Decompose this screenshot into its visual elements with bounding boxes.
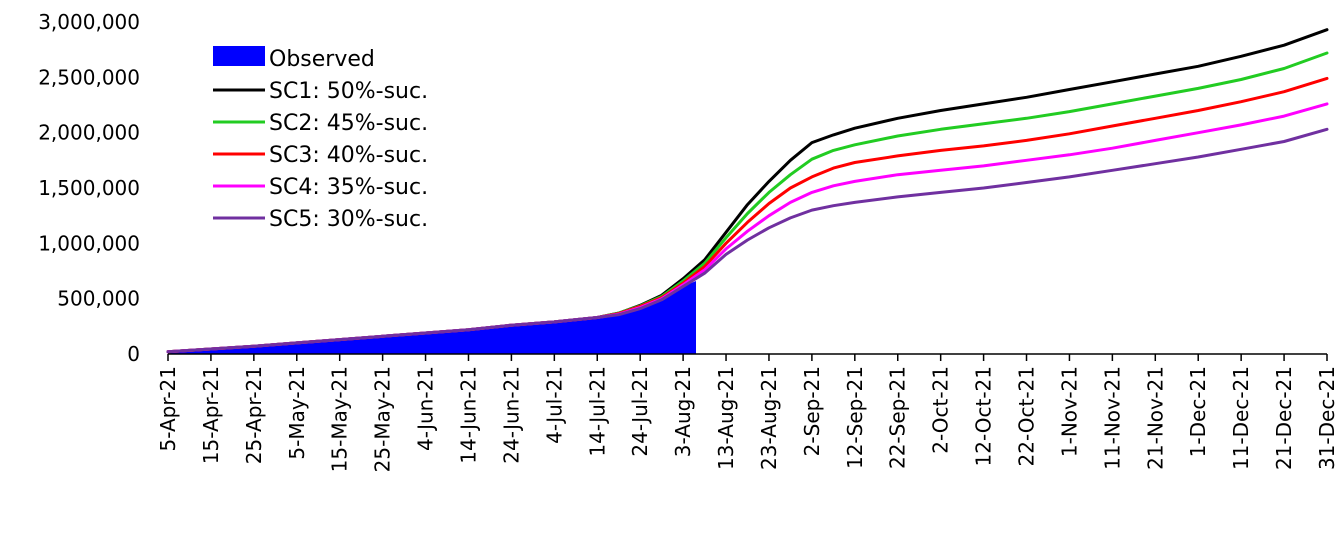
x-tick-label: 15-Apr-21 (199, 366, 223, 464)
y-tick-label: 1,000,000 (38, 231, 140, 255)
x-tick-label: 25-Apr-21 (242, 366, 266, 464)
x-tick-label: 2-Sep-21 (800, 366, 824, 456)
y-tick-label: 1,500,000 (38, 176, 140, 200)
x-tick-label: 14-Jul-21 (585, 366, 609, 457)
x-tick-label: 1-Nov-21 (1057, 366, 1081, 457)
x-tick-label: 22-Sep-21 (886, 366, 910, 469)
x-tick-label: 13-Aug-21 (714, 366, 738, 470)
x-tick-label: 11-Nov-21 (1100, 366, 1124, 470)
axes-layer: 0 500,000 1,000,000 1,500,000 2,000,000 2,500… (38, 10, 1337, 472)
x-tick-label: 21-Nov-21 (1143, 366, 1167, 470)
x-tick-label: 23-Aug-21 (757, 366, 781, 470)
x-tick-label: 14-Jun-21 (457, 366, 481, 464)
y-tick-label: 3,000,000 (38, 10, 140, 34)
y-tick-label: 500,000 (57, 287, 140, 311)
legend-label: SC1: 50%-suc. (269, 79, 428, 104)
legend-label: SC3: 40%-suc. (269, 143, 428, 168)
x-tick-label: 4-Jul-21 (542, 366, 566, 444)
x-tick-label: 12-Sep-21 (843, 366, 867, 469)
x-tick-label: 11-Dec-21 (1229, 366, 1253, 470)
legend-swatch-observed (213, 46, 265, 66)
x-tick-label: 5-Apr-21 (156, 366, 180, 452)
x-tick-label: 2-Oct-21 (929, 366, 953, 454)
y-tick-label: 0 (127, 342, 140, 366)
x-tick-label: 12-Oct-21 (972, 366, 996, 466)
x-tick-label: 3-Aug-21 (671, 366, 695, 457)
x-tick-label: 5-May-21 (285, 366, 309, 460)
legend: Observed SC1: 50%-suc. SC2: 45%-suc. SC3: 4… (213, 46, 428, 232)
x-tick-label: 21-Dec-21 (1272, 366, 1296, 470)
x-tick-label: 22-Oct-21 (1015, 366, 1039, 466)
legend-label: Observed (269, 47, 375, 72)
x-tick-label: 31-Dec-21 (1315, 366, 1337, 470)
observed-area (168, 281, 696, 354)
x-tick-label: 24-Jul-21 (628, 366, 652, 457)
legend-label: SC5: 30%-suc. (269, 207, 428, 232)
legend-label: SC4: 35%-suc. (269, 175, 428, 200)
y-tick-label: 2,500,000 (38, 65, 140, 89)
x-tick-label: 24-Jun-21 (499, 366, 523, 464)
x-tick-label: 25-May-21 (371, 366, 395, 472)
y-tick-label: 2,000,000 (38, 121, 140, 145)
x-tick-label: 1-Dec-21 (1186, 366, 1210, 457)
legend-label: SC2: 45%-suc. (269, 111, 428, 136)
x-tick-label: 15-May-21 (328, 366, 352, 472)
series-line-sc5 (166, 127, 1329, 354)
x-tick-label: 4-Jun-21 (414, 366, 438, 451)
series-lines-layer (166, 28, 1329, 354)
observed-area-layer (168, 281, 696, 354)
